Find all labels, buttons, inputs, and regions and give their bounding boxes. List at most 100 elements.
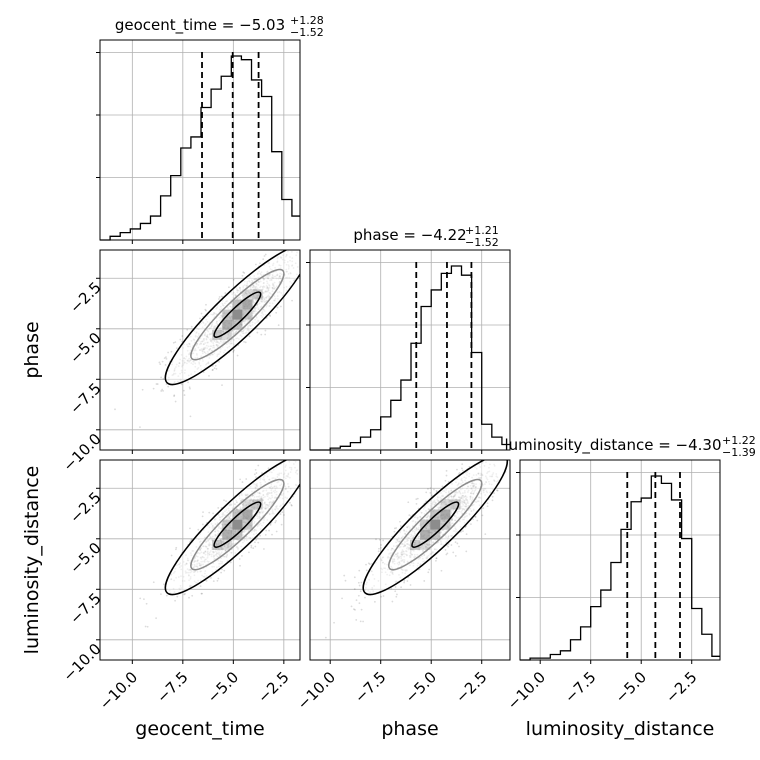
sample-point	[205, 579, 208, 582]
sample-point	[333, 621, 335, 624]
sample-point	[454, 541, 457, 544]
ytick-label: −10.0	[59, 640, 104, 685]
sample-point	[461, 469, 464, 472]
sample-point	[186, 328, 189, 331]
panel-phase-luminosity_distance: −10.0 −7.5 −5.0 −2.5	[294, 447, 511, 713]
sample-point	[202, 511, 204, 514]
title-phase-lower-error: −1.52	[465, 236, 499, 249]
sample-point	[323, 434, 325, 436]
sample-point	[217, 577, 220, 580]
sample-point	[308, 456, 310, 458]
sample-point	[182, 389, 185, 392]
sample-point	[229, 561, 232, 564]
sample-point	[250, 546, 253, 549]
sample-point	[286, 455, 288, 457]
histogram-luminosity_distance	[520, 475, 720, 661]
sample-point	[208, 374, 210, 377]
sample-point	[264, 533, 267, 536]
title-luminosity-distance: luminosity_distance = −4.30	[504, 436, 721, 455]
sample-point	[445, 553, 448, 556]
sample-point	[225, 500, 227, 503]
xtick-label: −2.5	[452, 668, 490, 706]
sample-point	[144, 625, 147, 628]
sample-point	[161, 388, 164, 391]
sample-point	[380, 547, 382, 549]
sample-point	[304, 261, 306, 263]
sample-point	[498, 447, 500, 449]
ytick-label: −7.5	[66, 589, 104, 627]
sample-point	[281, 244, 283, 246]
sample-point	[263, 255, 266, 257]
sample-point	[310, 445, 312, 447]
sample-point	[188, 596, 190, 599]
panel-geocent_time-phase: −10.0 −7.5 −5.0 −2.5	[59, 236, 329, 475]
sample-point	[446, 552, 449, 555]
sample-point	[304, 253, 306, 255]
sample-point	[199, 585, 202, 588]
xtick-label: −7.5	[351, 668, 389, 706]
sample-point	[458, 545, 460, 548]
sample-point	[277, 447, 279, 449]
ylabel-luminosity-distance: luminosity_distance	[21, 466, 43, 655]
sample-point	[301, 470, 303, 472]
sample-point	[257, 541, 260, 544]
sample-point	[267, 467, 270, 470]
sample-point	[403, 581, 406, 584]
sample-point	[353, 608, 355, 611]
sample-point	[175, 546, 178, 549]
sample-point	[435, 557, 438, 560]
sample-point	[447, 545, 450, 548]
sample-point	[278, 457, 280, 459]
sample-point	[482, 507, 485, 510]
sample-point	[174, 599, 176, 602]
sample-point	[189, 415, 192, 418]
sample-point	[248, 335, 251, 338]
sample-point	[197, 528, 200, 531]
sample-point	[139, 597, 142, 600]
sample-point	[380, 544, 382, 546]
contour-3	[164, 250, 300, 386]
sample-point	[304, 476, 306, 478]
sample-point	[327, 240, 329, 242]
sample-point	[367, 562, 370, 565]
sample-point	[228, 286, 230, 289]
sample-point	[496, 489, 499, 492]
sample-point	[295, 236, 297, 238]
sample-point	[458, 472, 461, 474]
sample-point	[220, 295, 223, 298]
sample-point	[435, 489, 438, 492]
sample-point	[311, 250, 313, 252]
sample-point	[344, 579, 347, 582]
sample-point	[470, 457, 472, 459]
sample-point	[279, 305, 282, 308]
sample-point	[416, 497, 419, 500]
sample-point	[167, 351, 170, 354]
sample-point	[239, 478, 242, 481]
sample-point	[263, 548, 265, 550]
sample-point	[184, 592, 186, 595]
sample-point	[248, 551, 250, 554]
sample-point	[141, 388, 144, 391]
sample-point	[152, 387, 155, 390]
sample-point	[114, 408, 116, 411]
xtick-label: −7.5	[561, 668, 599, 706]
sample-point	[296, 446, 298, 448]
panel-geocent_time-geocent_time	[96, 39, 301, 244]
sample-point	[232, 278, 235, 281]
sample-point	[250, 544, 253, 547]
sample-point	[205, 303, 207, 306]
sample-point	[320, 445, 322, 447]
sample-point	[275, 519, 277, 522]
histogram-geocent_time	[100, 55, 300, 241]
sample-cloud	[139, 434, 325, 628]
xlabel-phase: phase	[381, 718, 438, 740]
xtick-label: −5.0	[402, 668, 440, 706]
sample-point	[395, 527, 398, 529]
ytick-label: −2.5	[66, 278, 104, 316]
sample-point	[259, 262, 261, 265]
sample-point	[452, 551, 455, 554]
sample-point	[418, 568, 421, 571]
sample-point	[355, 599, 358, 602]
xtick-label: −10.0	[294, 668, 339, 713]
sample-point	[295, 442, 297, 444]
